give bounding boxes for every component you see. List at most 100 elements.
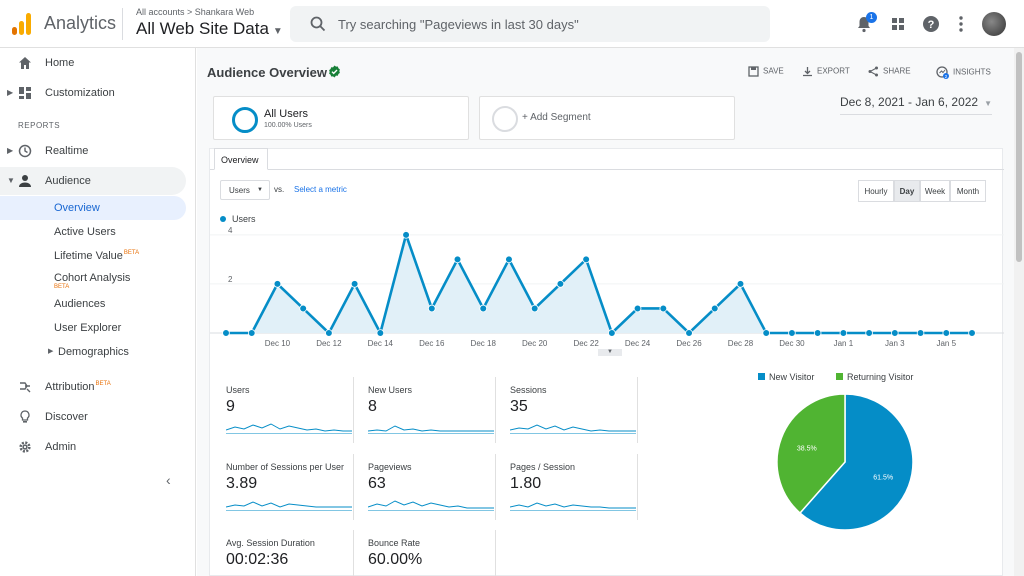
sidebar-item-realtime[interactable]: ▶ Realtime — [0, 137, 186, 165]
account-breadcrumb[interactable]: All accounts > Shankara Web — [136, 7, 255, 17]
data-point[interactable] — [916, 329, 925, 337]
sidebar-item-admin[interactable]: Admin — [0, 433, 186, 461]
data-point[interactable] — [222, 329, 230, 337]
legend-dot — [220, 216, 226, 222]
pie-slice[interactable] — [776, 393, 846, 515]
chevron-down-icon: ▼ — [272, 26, 283, 37]
search-icon — [310, 16, 326, 32]
metric-value: 9 — [226, 398, 235, 415]
save-button[interactable]: SAVE — [748, 66, 784, 77]
data-point[interactable] — [942, 329, 951, 337]
scrollbar-thumb[interactable] — [1016, 52, 1022, 262]
metric-sparkline — [510, 424, 636, 434]
data-point[interactable] — [839, 329, 848, 337]
metric-dropdown[interactable]: Users ▼ — [220, 180, 270, 200]
data-point[interactable] — [273, 280, 282, 288]
sidebar-subitem-lifetime-value[interactable]: Lifetime ValueBETA — [0, 244, 186, 268]
select-metric-link[interactable]: Select a metric — [294, 185, 347, 194]
analytics-logo-icon[interactable] — [12, 13, 32, 35]
sidebar-subitem-active-users[interactable]: Active Users — [0, 220, 186, 244]
data-point[interactable] — [736, 280, 745, 288]
metric-sparkline — [368, 500, 494, 511]
top-bar: Analytics All accounts > Shankara Web Al… — [0, 0, 1024, 48]
share-button[interactable]: SHARE — [868, 66, 911, 77]
metric-sparkline — [226, 423, 352, 434]
data-point[interactable] — [453, 255, 462, 264]
sparkline-path — [226, 423, 352, 432]
sidebar-subitem-cohort-analysis[interactable]: Cohort Analysis BETA — [0, 266, 186, 294]
data-point[interactable] — [710, 304, 719, 313]
sidebar-subitem-audiences[interactable]: Audiences — [0, 292, 186, 316]
sidebar-subitem-label: User Explorer — [54, 322, 122, 334]
data-point[interactable] — [325, 329, 333, 337]
data-point[interactable] — [402, 231, 410, 239]
data-point[interactable] — [350, 280, 359, 288]
data-point[interactable] — [505, 255, 513, 264]
metric-box[interactable]: Bounce Rate 60.00% — [360, 530, 496, 576]
data-point[interactable] — [582, 255, 590, 264]
sidebar-subitem-overview[interactable]: Overview — [0, 196, 186, 220]
attribution-icon — [20, 382, 31, 393]
more-vert-icon[interactable] — [951, 14, 971, 34]
export-button[interactable]: EXPORT — [802, 66, 850, 77]
granularity-week[interactable]: Week — [920, 180, 950, 202]
granularity-month[interactable]: Month — [950, 180, 986, 202]
data-point[interactable] — [376, 329, 385, 337]
data-point[interactable] — [865, 329, 873, 337]
sidebar-item-discover[interactable]: Discover — [0, 403, 186, 431]
insights-button[interactable]: 2 INSIGHTS — [936, 66, 991, 79]
pie-slice[interactable] — [798, 393, 914, 531]
data-point[interactable] — [608, 329, 616, 337]
data-point[interactable] — [556, 280, 565, 288]
data-point[interactable] — [762, 329, 771, 337]
save-icon — [748, 66, 759, 77]
tab-underline — [210, 169, 1004, 170]
metric-box[interactable]: Users 9 — [218, 377, 354, 443]
avatar[interactable] — [982, 12, 1006, 36]
page-scrollbar[interactable] — [1014, 48, 1024, 576]
metric-box[interactable]: Sessions 35 — [502, 377, 638, 443]
segment-all-users[interactable]: All Users 100.00% Users — [213, 96, 469, 140]
chart-scroll-handle[interactable]: ▼ — [598, 349, 622, 356]
data-point[interactable] — [427, 304, 436, 313]
search-input[interactable] — [338, 6, 758, 42]
metric-box[interactable]: Pages / Session 1.80 — [502, 454, 638, 520]
sidebar-item-attribution[interactable]: AttributionBETA — [0, 373, 186, 401]
sidebar-item-customization[interactable]: ▶ Customization — [0, 79, 186, 107]
data-point[interactable] — [299, 304, 307, 313]
data-point[interactable] — [479, 304, 488, 313]
search-bar[interactable] — [290, 6, 770, 42]
data-point[interactable] — [968, 329, 976, 337]
data-point[interactable] — [788, 329, 796, 337]
metric-box[interactable]: Pageviews 63 — [360, 454, 496, 520]
collapse-sidebar-icon[interactable]: ‹ — [166, 472, 171, 488]
metric-box[interactable]: Number of Sessions per User 3.89 — [218, 454, 354, 520]
date-range-picker[interactable]: Dec 8, 2021 - Jan 6, 2022 ▼ — [840, 95, 992, 115]
property-selector[interactable]: All Web Site Data ▼ — [136, 19, 283, 39]
sidebar-item-home[interactable]: Home — [0, 49, 186, 77]
metric-box[interactable]: Avg. Session Duration 00:02:36 — [218, 530, 354, 576]
data-point[interactable] — [891, 329, 899, 337]
metric-box[interactable]: New Users 8 — [360, 377, 496, 443]
overview-card: Overview Users ▼ vs. Select a metric Hour… — [209, 148, 1004, 576]
app-name[interactable]: Analytics — [44, 13, 117, 33]
x-tick-label: Dec 28 — [728, 339, 754, 348]
granularity-day[interactable]: Day — [894, 180, 920, 202]
metric-dropdown-value: Users — [229, 186, 250, 195]
help-icon[interactable]: ? — [921, 14, 941, 34]
data-point[interactable] — [530, 304, 539, 313]
data-point[interactable] — [247, 329, 256, 337]
data-point[interactable] — [659, 304, 668, 313]
chevron-down-icon: ▼ — [984, 99, 993, 108]
metric-sparkline — [226, 501, 352, 511]
data-point[interactable] — [633, 304, 642, 313]
sidebar-subitem-user-explorer[interactable]: User Explorer — [0, 316, 186, 340]
add-segment-button[interactable]: + Add Segment — [479, 96, 735, 140]
granularity-hourly[interactable]: Hourly — [858, 180, 894, 202]
data-point[interactable] — [813, 329, 822, 337]
tab-overview[interactable]: Overview — [214, 148, 268, 170]
sidebar-item-audience[interactable]: ▼ Audience — [0, 167, 186, 195]
sidebar-subitem-demographics[interactable]: ▶ Demographics — [0, 340, 186, 364]
data-point[interactable] — [685, 329, 693, 337]
apps-grid-icon[interactable] — [888, 14, 908, 34]
